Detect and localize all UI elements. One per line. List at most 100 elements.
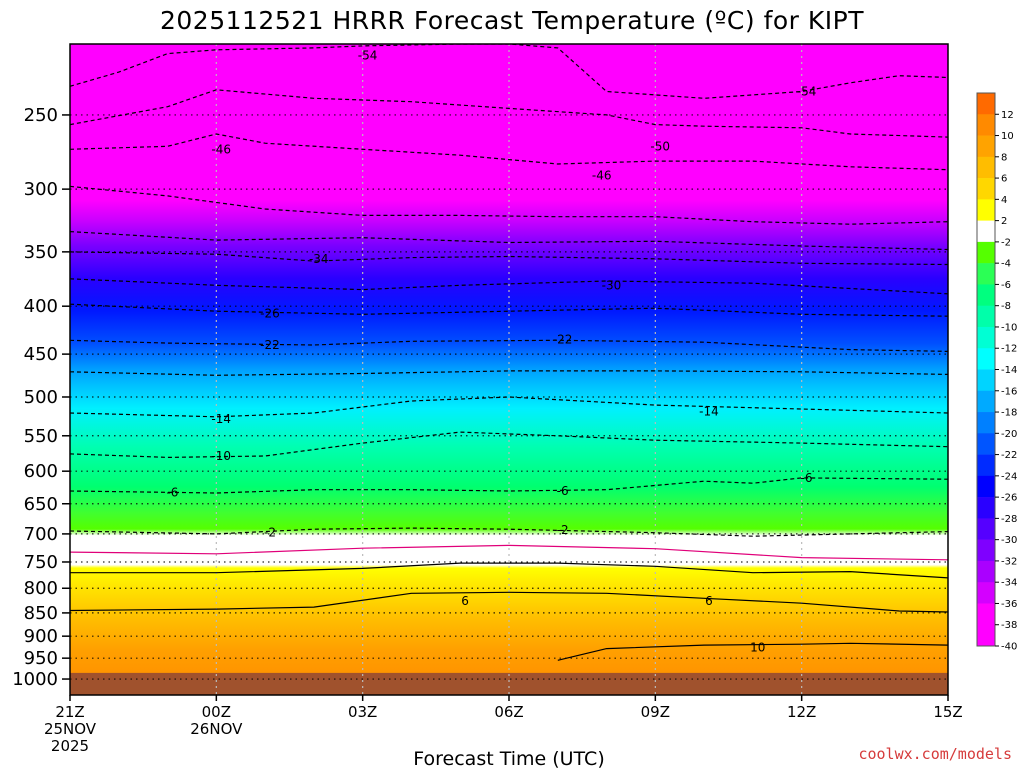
colorbar-swatch	[977, 603, 995, 626]
contour-label: -10	[211, 449, 231, 463]
colorbar-swatch	[977, 241, 995, 264]
colorbar-swatch	[977, 305, 995, 328]
contour-line	[70, 185, 948, 225]
chart-title: 2025112521 HRRR Forecast Temperature (ºC…	[160, 6, 864, 35]
colorbar-label: 10	[1001, 131, 1014, 142]
colorbar-label: -26	[1001, 493, 1017, 504]
colorbar-swatch	[977, 369, 995, 392]
y-tick-label: 900	[24, 626, 58, 647]
x-axis-label: Forecast Time (UTC)	[413, 748, 604, 768]
colorbar-label: -38	[1001, 620, 1017, 631]
x-tick-label: 09Z	[641, 703, 670, 721]
y-tick-label: 300	[24, 179, 58, 200]
colorbar-swatch	[977, 156, 995, 179]
colorbar-label: -28	[1001, 514, 1017, 525]
contour-label: 6	[461, 594, 469, 608]
y-tick-label: 450	[24, 344, 58, 365]
contour-label: 10	[750, 640, 765, 654]
contour-line	[557, 642, 948, 661]
colorbar-label: -4	[1001, 259, 1011, 270]
contour-label: -2	[264, 526, 276, 540]
colorbar-swatch	[977, 263, 995, 285]
contour-label: -14	[699, 404, 719, 418]
x-tick-label: 25NOV	[44, 720, 97, 738]
colorbar-label: -12	[1001, 344, 1017, 355]
contour-label: -2	[557, 523, 569, 537]
contour-label: -30	[602, 278, 622, 292]
colorbar-swatch	[977, 454, 995, 477]
y-tick-label: 650	[24, 494, 58, 515]
contour-line	[70, 544, 948, 561]
contour-line	[70, 527, 948, 537]
contour-label: -50	[650, 139, 670, 153]
x-tick-label: 26NOV	[190, 720, 243, 738]
colorbar-label: 4	[1001, 195, 1007, 206]
colorbar-swatch	[977, 518, 995, 540]
colorbar-swatch	[977, 326, 995, 349]
colorbar-swatch	[977, 412, 995, 434]
x-tick-label: 2025	[51, 737, 89, 755]
colorbar-label: -8	[1001, 301, 1011, 312]
contour-label: -22	[553, 332, 573, 346]
colorbar-label: -40	[1001, 642, 1017, 653]
credit-link[interactable]: coolwx.com/models	[858, 745, 1012, 763]
contour-label: -46	[592, 168, 612, 182]
y-tick-label: 350	[24, 242, 58, 263]
contour-line	[70, 370, 948, 376]
contour-label: 6	[705, 594, 713, 608]
y-axis: 2503003504004505005506006507007508008509…	[12, 105, 70, 690]
y-tick-label: 600	[24, 461, 58, 482]
colorbar-label: -18	[1001, 408, 1017, 419]
colorbar-label: 6	[1001, 174, 1007, 185]
contour-line	[70, 133, 948, 171]
contour-line	[70, 339, 948, 352]
colorbar-swatch	[977, 220, 995, 243]
contour-line	[70, 477, 948, 494]
contour-line	[70, 89, 948, 138]
colorbar-swatch	[977, 433, 995, 455]
y-tick-label: 250	[24, 105, 58, 126]
contour-line	[70, 251, 948, 266]
colorbar-swatch	[977, 114, 995, 136]
contour-line	[70, 396, 948, 418]
contour-label: -26	[260, 306, 280, 320]
colorbar-swatch	[977, 199, 995, 221]
colorbar-swatch	[977, 560, 995, 583]
colorbar-label: 2	[1001, 216, 1007, 227]
contour-line	[70, 278, 948, 295]
colorbar-swatch	[977, 284, 995, 306]
y-tick-label: 800	[24, 578, 58, 599]
contour-label: -22	[260, 338, 280, 352]
y-tick-label: 550	[24, 426, 58, 447]
colorbar-swatch	[977, 539, 995, 562]
plot-area: -54-54-50-46-46-34-30-26-22 -22-14-14-10-…	[69, 43, 949, 696]
x-tick-label: 21Z	[55, 703, 84, 721]
colorbar-label: -30	[1001, 535, 1017, 546]
contour-label: -54	[358, 48, 378, 62]
contour-label: -6	[557, 484, 569, 498]
colorbar-label: -32	[1001, 556, 1017, 567]
colorbar-swatch	[977, 624, 995, 647]
colorbar-label: -14	[1001, 365, 1017, 376]
contour-label: -46	[211, 142, 231, 156]
y-tick-label: 850	[24, 603, 58, 624]
contour-label: -34	[309, 252, 329, 266]
colorbar-label: -16	[1001, 386, 1017, 397]
contour-lines	[70, 44, 948, 661]
colorbar-swatch	[977, 475, 995, 498]
colorbar-label: 8	[1001, 152, 1007, 163]
colorbar-swatch	[977, 582, 995, 604]
colorbar-label: -36	[1001, 599, 1017, 610]
x-tick-label: 06Z	[494, 703, 523, 721]
colorbar-swatch	[977, 497, 995, 519]
y-tick-label: 400	[24, 296, 58, 317]
colorbar-swatch	[977, 93, 995, 115]
colorbar-label: -20	[1001, 429, 1017, 440]
contour-line	[70, 562, 948, 579]
colorbar-label: -2	[1001, 237, 1011, 248]
contour-label: -6	[801, 471, 813, 485]
x-tick-label: 00Z	[202, 703, 231, 721]
colorbar-swatch	[977, 178, 995, 200]
